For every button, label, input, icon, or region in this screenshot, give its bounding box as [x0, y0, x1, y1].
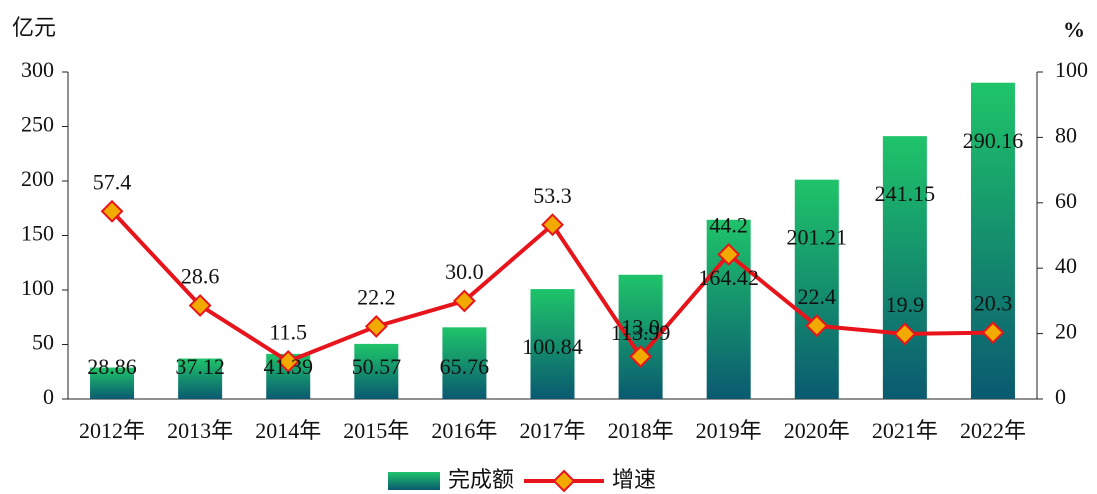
bar — [970, 82, 1015, 400]
legend-swatch — [388, 472, 440, 490]
line-value-label: 20.3 — [974, 291, 1013, 316]
y2-tick-label: 60 — [1055, 188, 1077, 213]
y-tick-label: 50 — [32, 330, 54, 355]
y2-tick-label: 0 — [1055, 384, 1066, 409]
marker — [629, 345, 653, 368]
y2-tick-label: 40 — [1055, 253, 1077, 278]
x-tick-label: 2012年 — [79, 418, 145, 443]
bar — [530, 289, 575, 399]
legend-label: 增速 — [612, 467, 656, 492]
line-value-label: 19.9 — [886, 292, 925, 317]
x-tick-label: 2013年 — [167, 418, 233, 443]
x-tick-label: 2017年 — [519, 418, 585, 443]
bar-value-label: 65.76 — [440, 354, 490, 379]
marker — [541, 213, 564, 237]
marker — [276, 349, 300, 373]
bar — [882, 136, 927, 400]
x-tick-label: 2014年 — [255, 418, 321, 443]
bar-value-label: 28.86 — [87, 354, 137, 379]
x-tick-label: 2018年 — [608, 418, 674, 443]
marker — [452, 289, 476, 313]
line-value-label: 30.0 — [445, 259, 484, 284]
bar — [178, 358, 223, 399]
y2-tick-label: 80 — [1055, 122, 1077, 147]
legend-label: 完成额 — [448, 467, 514, 492]
x-tick-label: 2022年 — [960, 418, 1026, 443]
line-value-label: 53.3 — [533, 183, 572, 208]
marker — [364, 314, 388, 338]
bar-value-label: 41.39 — [263, 354, 313, 379]
marker — [981, 321, 1005, 345]
y-tick-label: 0 — [43, 384, 54, 409]
bar — [442, 327, 487, 399]
y2-axis-label: % — [1063, 17, 1085, 42]
bar-value-label: 241.15 — [875, 181, 936, 206]
marker — [893, 322, 917, 346]
marker — [805, 314, 829, 338]
x-tick-label: 2019年 — [696, 418, 762, 443]
line-value-label: 13.0 — [621, 315, 660, 340]
marker — [100, 199, 124, 223]
x-tick-label: 2015年 — [343, 418, 409, 443]
x-tick-label: 2021年 — [872, 418, 938, 443]
y-axis-label: 亿元 — [12, 15, 56, 40]
x-tick-label: 2016年 — [431, 418, 497, 443]
line-value-label: 44.2 — [709, 213, 748, 238]
legend-marker — [552, 469, 576, 493]
marker — [717, 243, 741, 266]
line-value-label: 28.6 — [181, 264, 220, 289]
bar-value-label: 290.16 — [963, 128, 1024, 153]
bar — [90, 367, 135, 399]
bar-value-label: 164.42 — [698, 265, 759, 290]
bar-value-label: 50.57 — [352, 354, 402, 379]
x-tick-label: 2020年 — [784, 418, 850, 443]
line-value-label: 11.5 — [269, 319, 307, 344]
y2-tick-label: 100 — [1055, 57, 1088, 82]
bar — [794, 179, 839, 399]
y-tick-label: 100 — [21, 275, 54, 300]
bar-value-label: 37.12 — [175, 354, 225, 379]
bar-value-label: 100.84 — [522, 334, 583, 359]
marker — [188, 294, 212, 317]
y2-tick-label: 20 — [1055, 319, 1077, 344]
bar-value-label: 113.99 — [611, 320, 671, 345]
y-tick-label: 150 — [21, 221, 54, 246]
line-value-label: 22.2 — [357, 284, 396, 309]
y-tick-label: 300 — [21, 57, 54, 82]
bar-value-label: 201.21 — [787, 225, 848, 250]
y-tick-label: 250 — [21, 112, 54, 137]
bar — [354, 343, 399, 399]
y-tick-label: 200 — [21, 166, 54, 191]
line-value-label: 22.4 — [798, 284, 837, 309]
line-value-label: 57.4 — [93, 169, 132, 194]
